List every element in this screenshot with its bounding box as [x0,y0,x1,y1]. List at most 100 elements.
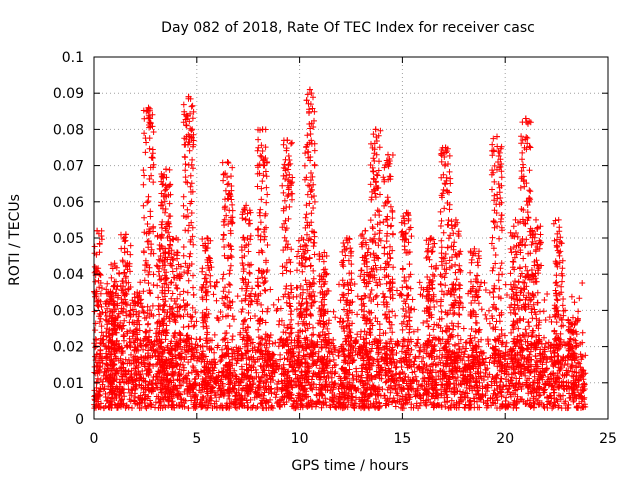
data-point [325,348,332,355]
data-point [174,255,181,262]
data-point [177,291,183,298]
data-point [282,156,289,163]
data-point [180,297,187,304]
data-point [435,373,442,380]
data-point [310,267,317,274]
data-point [214,344,221,351]
data-point [264,308,271,315]
data-point [228,173,234,180]
data-point [311,162,318,169]
data-point [228,254,235,261]
data-point [227,262,234,269]
data-point [182,167,189,174]
data-point [185,277,192,284]
data-point [165,220,172,227]
data-point [99,285,105,292]
data-point [544,291,551,297]
data-point [190,284,196,291]
data-point [408,346,415,353]
data-point [146,135,153,142]
data-point [207,283,214,289]
data-point [143,139,150,146]
data-points [91,86,589,412]
data-point [255,136,262,143]
data-point [311,233,318,240]
data-point [187,172,194,179]
data-point [145,271,152,278]
data-point [561,362,568,369]
data-point [150,363,157,369]
data-point [304,132,311,139]
data-point [238,308,245,315]
data-point [288,140,294,147]
data-point [392,364,399,371]
data-point [221,336,228,342]
data-point [575,308,582,315]
data-point [239,306,246,313]
data-point [243,361,250,368]
data-point [271,389,278,396]
data-point [568,293,575,300]
data-point [255,283,262,289]
data-point [234,293,241,300]
data-point [222,294,229,301]
data-point [141,172,148,179]
data-point [323,402,330,409]
data-point [141,249,147,256]
data-point [287,330,294,337]
data-point [222,203,229,210]
data-point [522,372,529,379]
data-point [174,285,181,292]
data-point [150,179,157,186]
data-point [239,275,246,282]
data-point [502,281,509,288]
data-point [235,347,242,354]
chart-title: Day 082 of 2018, Rate Of TEC Index for r… [161,20,535,36]
data-point [119,257,126,264]
data-point [531,373,538,380]
data-point [515,306,522,313]
data-point [455,340,462,347]
data-point [141,214,148,221]
data-point [498,392,505,399]
data-point [285,153,292,159]
data-point [155,268,162,275]
data-point [198,368,204,375]
data-point [220,177,227,184]
data-point [557,393,564,400]
data-point [257,206,264,213]
data-point [189,102,196,109]
data-point [404,342,411,349]
data-point [478,306,485,313]
data-point [351,281,358,287]
data-point [121,270,128,276]
data-point [129,405,135,411]
data-point [199,236,206,242]
data-point [249,339,256,346]
data-point [182,227,189,234]
data-point [231,316,237,323]
data-point [259,178,266,185]
data-point [154,376,161,383]
data-point [392,403,399,410]
data-point [186,147,193,154]
data-point [140,181,147,188]
data-point [184,206,191,213]
data-point [579,280,586,286]
data-point [224,339,231,346]
data-point [299,268,306,275]
data-point [264,191,271,198]
data-point [210,291,217,298]
data-point [308,332,315,339]
data-point [185,405,192,412]
data-point [398,348,405,355]
data-point [409,296,416,303]
data-point [145,320,152,327]
data-point [127,242,134,249]
data-point [182,161,189,168]
data-point [416,347,423,354]
data-point [258,196,265,203]
data-point [229,201,236,208]
data-point [247,236,254,243]
